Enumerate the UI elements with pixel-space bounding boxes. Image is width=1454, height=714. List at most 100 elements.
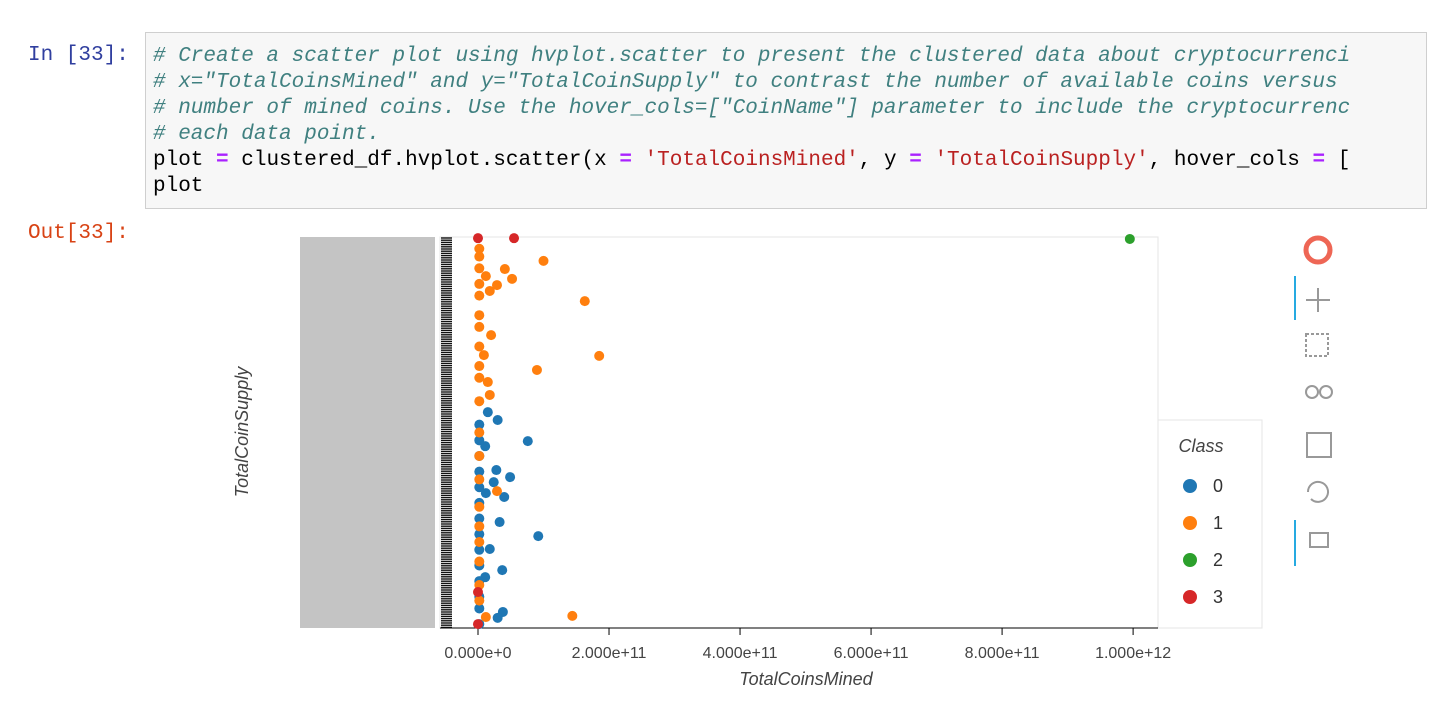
point xyxy=(491,465,502,476)
point xyxy=(474,341,485,352)
point xyxy=(474,603,485,614)
legend-marker xyxy=(1183,479,1197,493)
pan-tool[interactable] xyxy=(1306,288,1330,312)
point xyxy=(474,321,485,332)
x-tick-label: 4.000e+11 xyxy=(703,645,778,662)
point xyxy=(474,361,485,372)
point xyxy=(474,372,485,383)
code-token: 'TotalCoinSupply' xyxy=(934,149,1149,172)
code: # Create a scatter plot using hvplot.sca… xyxy=(153,44,1350,200)
point xyxy=(567,610,578,621)
code-token: clustered_df.hvplot.scatter(x xyxy=(241,149,607,172)
comment: # x="TotalCoinsMined" and y="TotalCoinSu… xyxy=(153,71,1338,94)
code-token: = xyxy=(909,149,922,172)
x-tick-label: 0.000e+0 xyxy=(444,645,511,662)
legend-marker xyxy=(1183,516,1197,530)
x-tick-label: 8.000e+11 xyxy=(965,645,1040,662)
legend-title: Class xyxy=(1178,436,1223,456)
point xyxy=(533,531,544,542)
point xyxy=(497,565,508,576)
legend-box xyxy=(1157,419,1263,629)
toolbar[interactable] xyxy=(1294,235,1333,566)
wheel-zoom-tool[interactable] xyxy=(1305,385,1319,399)
point xyxy=(538,255,549,266)
code-token: plot xyxy=(153,175,204,198)
point xyxy=(492,612,503,623)
point xyxy=(499,264,510,275)
point xyxy=(474,427,485,438)
point xyxy=(474,290,485,301)
out-prompt: Out[33]: xyxy=(28,222,129,245)
save-tool[interactable] xyxy=(1306,432,1332,458)
code-token: [ xyxy=(1337,149,1351,172)
point xyxy=(474,466,485,477)
point xyxy=(474,310,485,321)
hover-tool[interactable] xyxy=(1309,532,1329,548)
point xyxy=(531,364,542,375)
point xyxy=(484,544,495,555)
point xyxy=(474,243,485,254)
legend-label: 2 xyxy=(1213,550,1223,570)
logo[interactable] xyxy=(1303,235,1333,265)
point xyxy=(474,544,485,555)
legend-marker xyxy=(1183,553,1197,567)
point xyxy=(474,263,485,274)
point xyxy=(474,595,485,606)
point xyxy=(488,477,499,488)
code-token: plot xyxy=(153,149,204,172)
point xyxy=(484,285,495,296)
x-tick-label: 1.000e+12 xyxy=(1095,645,1171,662)
in-prompt: In [33]: xyxy=(28,44,129,67)
y-label-clutter xyxy=(300,237,435,628)
point xyxy=(484,389,495,400)
point xyxy=(494,517,505,528)
point xyxy=(499,492,510,503)
point xyxy=(472,233,483,244)
point xyxy=(594,350,605,361)
point xyxy=(474,474,485,485)
y-axis-label: TotalCoinSupply xyxy=(232,366,252,497)
point xyxy=(1124,233,1135,244)
code-token: 'TotalCoinsMined' xyxy=(644,149,859,172)
point xyxy=(478,350,489,361)
point xyxy=(474,529,485,540)
point xyxy=(474,482,485,493)
point xyxy=(472,587,483,598)
code-token: , y xyxy=(858,149,897,172)
code-token: , hover_cols xyxy=(1148,149,1300,172)
point xyxy=(474,501,485,512)
point xyxy=(474,556,485,567)
point xyxy=(474,450,485,461)
wheel-zoom-tool xyxy=(1319,385,1333,399)
point xyxy=(492,414,503,425)
point xyxy=(491,486,502,497)
point xyxy=(507,273,518,284)
point xyxy=(474,513,485,524)
legend-label: 3 xyxy=(1213,587,1223,607)
point xyxy=(491,280,502,291)
point xyxy=(474,396,485,407)
legend-label: 0 xyxy=(1213,476,1223,496)
point xyxy=(474,435,485,446)
point xyxy=(480,271,491,282)
comment: # Create a scatter plot using hvplot.sca… xyxy=(153,45,1351,68)
point xyxy=(480,612,491,623)
point xyxy=(472,619,483,630)
code-cell[interactable]: # Create a scatter plot using hvplot.sca… xyxy=(145,32,1427,209)
point xyxy=(474,536,485,547)
point xyxy=(482,377,493,388)
legend-marker xyxy=(1183,590,1197,604)
y-tick-labels xyxy=(300,237,452,629)
point xyxy=(522,436,533,447)
point xyxy=(474,251,485,262)
box-zoom-tool[interactable] xyxy=(1305,333,1329,357)
reset-tool[interactable] xyxy=(1306,480,1329,503)
x-axis-label: TotalCoinsMined xyxy=(739,669,873,689)
point xyxy=(579,296,590,307)
point xyxy=(482,407,493,418)
point xyxy=(474,278,485,289)
point xyxy=(486,330,497,341)
point xyxy=(509,233,520,244)
